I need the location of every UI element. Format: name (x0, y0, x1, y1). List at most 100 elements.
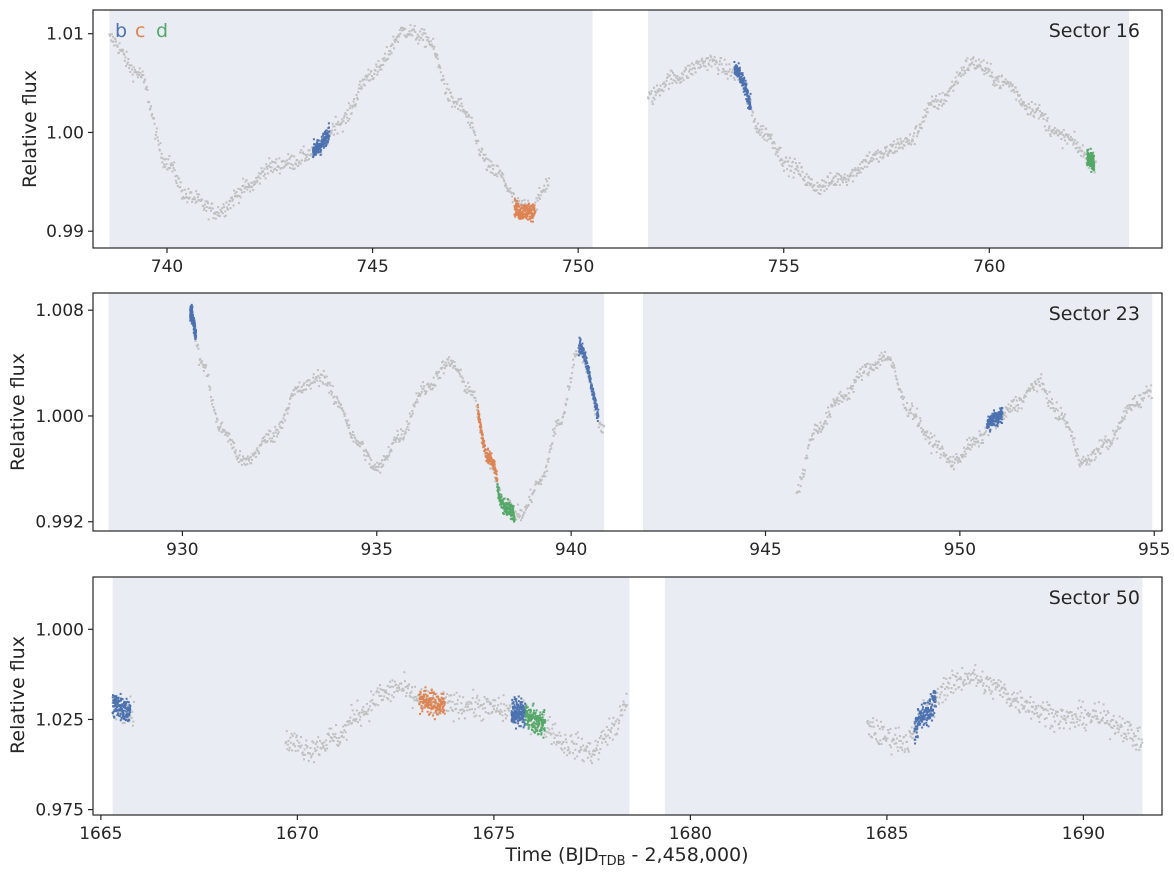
flux-point (477, 706, 480, 709)
flux-point (291, 167, 294, 170)
flux-point (487, 700, 490, 703)
flux-point (530, 207, 533, 210)
transit-point-c (494, 468, 497, 471)
flux-point (374, 703, 377, 706)
transit-point-b (588, 371, 591, 374)
flux-point (692, 67, 695, 70)
flux-point (1010, 399, 1013, 402)
transit-point-b (747, 106, 750, 109)
flux-point (314, 750, 317, 753)
flux-point (351, 430, 354, 433)
transit-point-b (322, 134, 325, 137)
flux-point (446, 97, 449, 100)
flux-point (424, 702, 427, 705)
flux-point (835, 184, 838, 187)
flux-point (324, 749, 327, 752)
flux-point (1049, 400, 1052, 403)
flux-point (283, 414, 286, 417)
transit-point-d (503, 507, 506, 510)
flux-point (321, 742, 324, 745)
flux-point (431, 45, 434, 48)
flux-point (406, 426, 409, 429)
flux-point (907, 748, 910, 751)
flux-point (718, 60, 721, 63)
flux-point (160, 152, 163, 155)
flux-point (405, 34, 408, 37)
flux-point (936, 446, 939, 449)
flux-point (486, 158, 489, 161)
flux-point (259, 177, 262, 180)
flux-point (435, 692, 438, 695)
flux-point (1007, 403, 1010, 406)
flux-point (489, 165, 492, 168)
flux-point (322, 382, 325, 385)
flux-point (492, 699, 495, 702)
transit-point-b (999, 417, 1002, 420)
flux-point (281, 160, 284, 163)
flux-point (781, 164, 784, 167)
transit-point-b (996, 423, 999, 426)
transit-point-b (596, 410, 599, 413)
flux-point (329, 736, 332, 739)
flux-point (811, 434, 814, 437)
flux-point (731, 70, 734, 73)
flux-point (1105, 446, 1108, 449)
flux-point (268, 429, 271, 432)
flux-point (336, 740, 339, 743)
flux-point (329, 129, 332, 132)
flux-point (346, 116, 348, 119)
flux-point (345, 420, 348, 423)
flux-point (341, 731, 344, 734)
flux-point (623, 703, 626, 706)
flux-point (344, 731, 347, 734)
flux-point (254, 180, 257, 183)
flux-point (1041, 114, 1044, 117)
flux-point (1028, 106, 1031, 109)
flux-point (216, 418, 219, 421)
flux-point (1109, 442, 1112, 445)
flux-point (208, 385, 211, 388)
flux-point (1015, 98, 1018, 101)
flux-point (509, 502, 512, 505)
flux-point (321, 381, 324, 384)
flux-point (985, 72, 988, 75)
flux-point (460, 375, 463, 378)
flux-point (1043, 125, 1046, 128)
flux-point (598, 736, 601, 739)
flux-point (467, 381, 470, 384)
flux-point (441, 366, 444, 369)
flux-point (917, 424, 920, 427)
flux-point (897, 383, 900, 386)
transit-point-d (508, 503, 511, 506)
flux-point (278, 172, 281, 175)
flux-point (445, 91, 448, 94)
flux-point (973, 63, 976, 66)
flux-point (1054, 417, 1057, 420)
flux-point (476, 694, 479, 697)
flux-point (1040, 382, 1043, 385)
transit-point-d (511, 518, 514, 521)
flux-point (898, 739, 901, 742)
flux-point (379, 471, 382, 474)
transit-point-c (515, 203, 518, 206)
transit-point-c (487, 447, 490, 450)
flux-point (234, 452, 237, 455)
flux-point (1069, 429, 1072, 432)
flux-point (268, 165, 271, 168)
flux-point (555, 424, 558, 427)
flux-point (608, 717, 611, 720)
flux-point (825, 188, 828, 191)
flux-point (1008, 84, 1011, 87)
flux-point (606, 743, 609, 746)
flux-point (464, 706, 467, 709)
flux-point (133, 68, 136, 71)
flux-point (455, 691, 458, 694)
transit-point-c (513, 197, 516, 200)
flux-point (220, 211, 223, 214)
flux-point (454, 105, 457, 108)
flux-point (566, 749, 569, 752)
flux-point (1060, 413, 1063, 416)
transit-point-c (519, 209, 522, 212)
transit-point-b (321, 144, 324, 147)
flux-point (307, 379, 310, 382)
